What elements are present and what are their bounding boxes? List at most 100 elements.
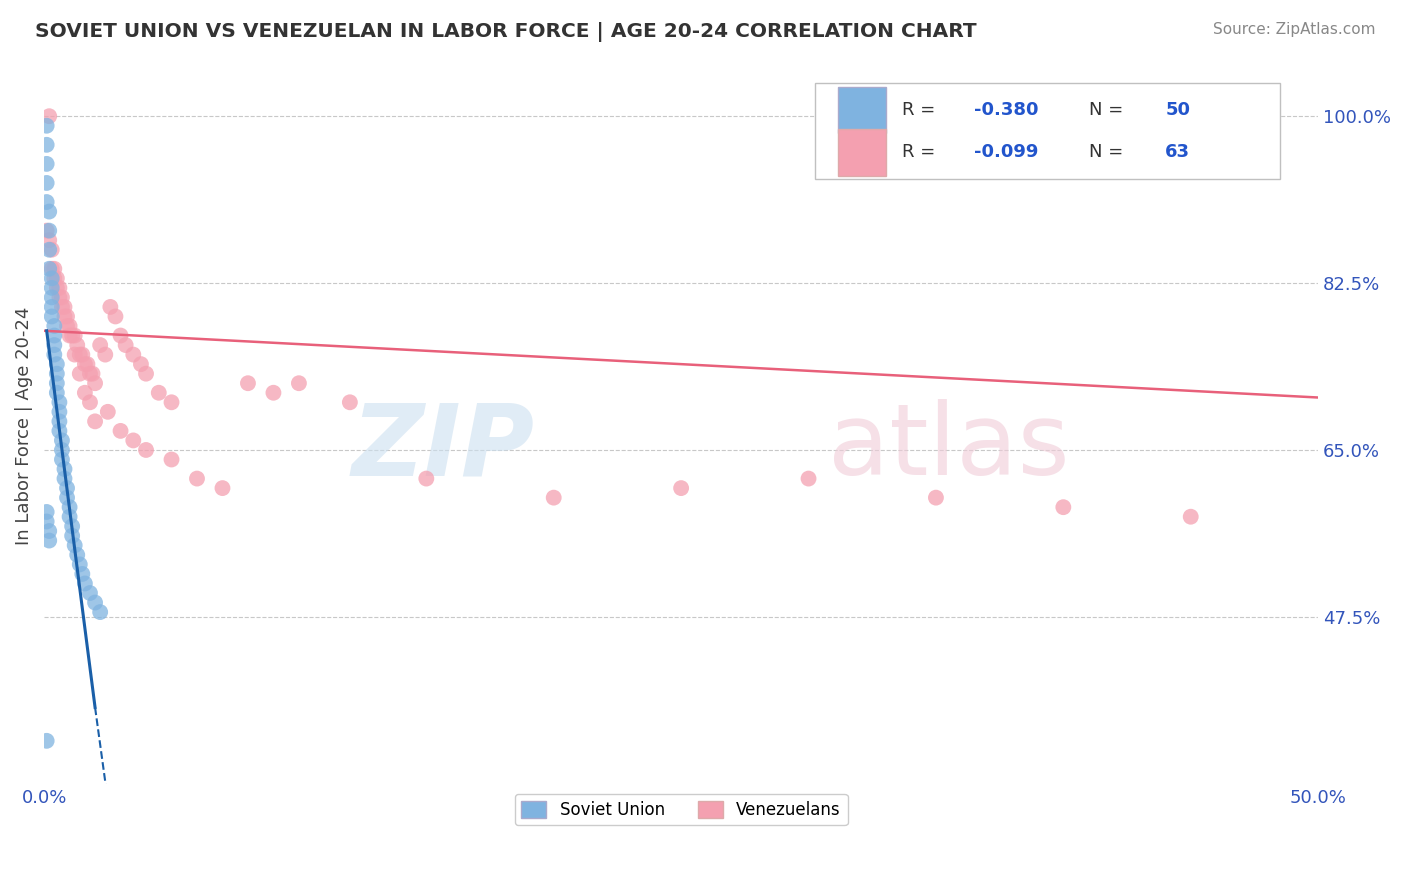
Point [41,290,63,304]
FancyBboxPatch shape [838,129,886,176]
Text: N =: N = [1088,144,1129,161]
Point [60,519,83,533]
Point [41,243,63,257]
Point [110,328,132,343]
Point [66,338,89,352]
Point [58,500,80,515]
Point [797,472,820,486]
Point [66,548,89,562]
Point [35,157,58,171]
Point [53,462,76,476]
Point [45,281,67,295]
Point [38,261,60,276]
Point [38,243,60,257]
Point [44,338,66,352]
Point [97,405,120,419]
Point [35,505,58,519]
Y-axis label: In Labor Force | Age 20-24: In Labor Force | Age 20-24 [15,307,32,545]
Point [41,310,63,324]
Point [114,338,136,352]
Point [45,271,67,285]
Point [48,281,70,295]
Point [73,357,96,371]
Point [45,385,67,400]
Point [44,271,66,285]
Point [35,194,58,209]
Point [44,318,66,333]
Point [89,605,111,619]
Point [160,452,183,467]
Text: 50: 50 [1166,101,1191,119]
Point [60,529,83,543]
FancyBboxPatch shape [815,83,1279,179]
Point [48,424,70,438]
Point [1180,509,1202,524]
Point [94,348,117,362]
Point [38,204,60,219]
Point [72,566,94,581]
FancyBboxPatch shape [838,87,886,133]
Point [288,376,311,391]
Point [51,290,73,304]
Point [63,538,86,552]
Text: Source: ZipAtlas.com: Source: ZipAtlas.com [1212,22,1375,37]
Text: R =: R = [901,101,941,119]
Point [35,224,58,238]
Point [56,318,79,333]
Point [44,328,66,343]
Point [51,452,73,467]
Point [35,515,58,529]
Point [48,414,70,428]
Point [63,328,86,343]
Text: -0.380: -0.380 [974,101,1039,119]
Point [79,395,101,409]
Point [51,442,73,457]
Point [69,367,91,381]
Point [84,414,107,428]
Point [110,424,132,438]
Point [41,271,63,285]
Point [211,481,233,495]
Point [45,357,67,371]
Point [58,318,80,333]
Point [51,300,73,314]
Point [51,434,73,448]
Point [56,310,79,324]
Point [69,558,91,572]
Point [45,367,67,381]
Point [35,734,58,748]
Point [236,376,259,391]
Text: N =: N = [1088,101,1129,119]
Text: -0.099: -0.099 [974,144,1039,161]
Point [135,442,157,457]
Point [122,434,145,448]
Text: atlas: atlas [828,399,1070,496]
Point [38,524,60,538]
Point [669,481,692,495]
Point [35,119,58,133]
Point [38,233,60,247]
Point [186,472,208,486]
Point [73,576,96,591]
Point [56,481,79,495]
Point [89,338,111,352]
Point [53,310,76,324]
Point [41,261,63,276]
Point [44,348,66,362]
Point [58,509,80,524]
Point [339,395,361,409]
Point [56,491,79,505]
Point [76,357,98,371]
Point [129,357,152,371]
Point [63,348,86,362]
Legend: Soviet Union, Venezuelans: Soviet Union, Venezuelans [515,794,848,825]
Point [104,310,127,324]
Point [84,376,107,391]
Text: ZIP: ZIP [352,399,534,496]
Point [262,385,284,400]
Text: R =: R = [901,144,941,161]
Point [415,472,437,486]
Point [48,395,70,409]
Point [82,367,104,381]
Point [53,472,76,486]
